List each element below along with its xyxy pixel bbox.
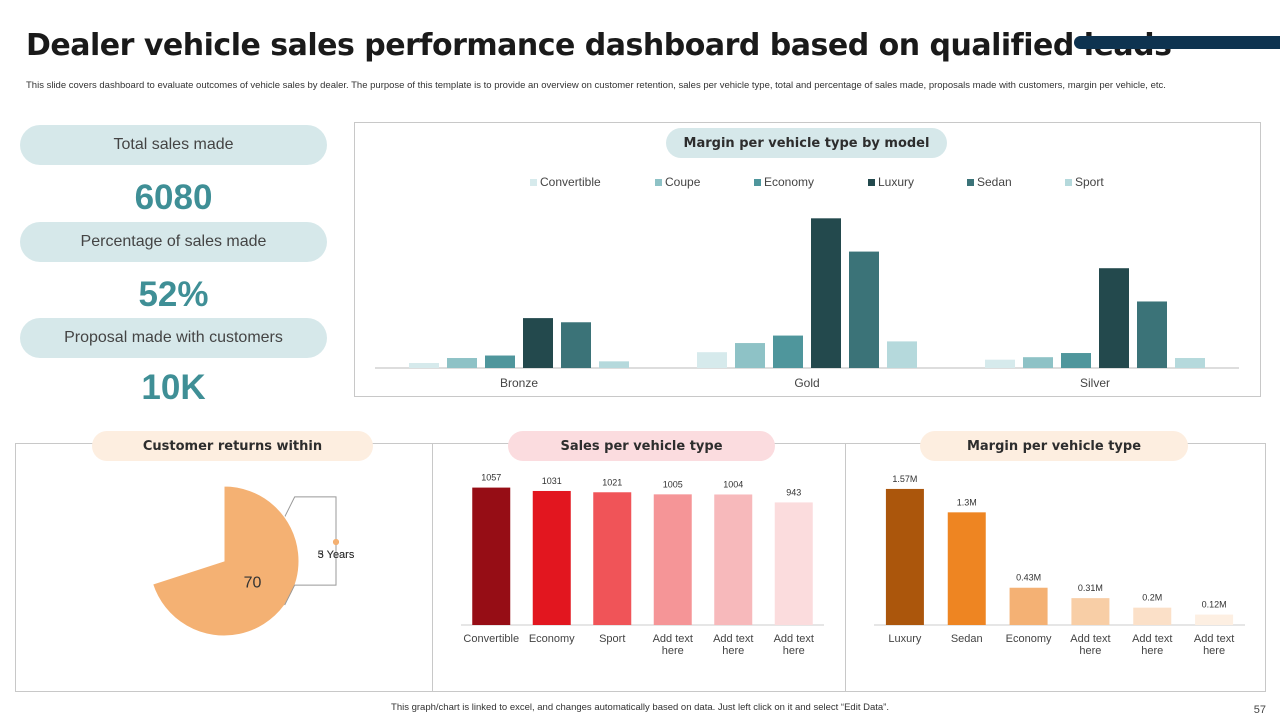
- panel-divider: [432, 443, 433, 692]
- bar-add-text-here-4: [1133, 607, 1172, 625]
- legend-swatch-coupe: [655, 179, 662, 186]
- legend-label-economy: Economy: [764, 175, 814, 189]
- bar-add-text-here-5: [1195, 614, 1234, 625]
- x-tick-label-add-text-here: Add text here: [1132, 633, 1172, 657]
- data-label: 0.2M: [1142, 593, 1162, 603]
- x-tick-label-gold: Gold: [794, 376, 819, 390]
- bar-bronze-luxury: [523, 318, 553, 368]
- legend-swatch-sedan: [967, 179, 974, 186]
- bar-gold-sport: [887, 341, 917, 368]
- bar-silver-coupe: [1023, 357, 1053, 368]
- page-number: 57: [1253, 704, 1266, 716]
- pie-leader-dot-5-years: [333, 539, 339, 545]
- margin-by-model-title: Margin per vehicle type by model: [666, 128, 947, 158]
- legend-swatch-sport: [1065, 179, 1072, 186]
- bar-add-text-here-4: [714, 494, 753, 625]
- x-tick-label-economy: Economy: [529, 633, 575, 645]
- bar-gold-coupe: [735, 343, 765, 368]
- bar-add-text-here-5: [774, 502, 813, 625]
- margin-by-model-chart[interactable]: Convertible Coupe Economy Luxury Sedan Sport B…: [355, 123, 1260, 396]
- bar-sedan-1: [947, 512, 986, 625]
- x-tick-label-sport: Sport: [599, 633, 625, 645]
- data-label: 1057: [481, 473, 501, 483]
- data-label: 0.31M: [1078, 583, 1103, 593]
- pie-slice-5-years: [152, 485, 300, 637]
- bar-sport-2: [593, 492, 632, 625]
- bar-gold-convertible: [697, 352, 727, 368]
- page-title: Dealer vehicle sales performance dashboa…: [26, 28, 1172, 63]
- pie-leader-line-5-years: [284, 542, 337, 606]
- legend-label-luxury: Luxury: [878, 175, 914, 189]
- legend-label-coupe: Coupe: [665, 175, 701, 189]
- legend-label-sedan: Sedan: [977, 175, 1012, 189]
- kpi-total-sales-value: 6080: [134, 178, 213, 217]
- data-label: 1005: [663, 479, 683, 489]
- pie-label-5-years: 5 Years: [318, 549, 355, 561]
- pie-value-5-years: 70: [244, 575, 262, 592]
- data-label: 1.3M: [957, 497, 977, 507]
- margin-by-model-panel[interactable]: Margin per vehicle type by model Convert…: [354, 122, 1261, 397]
- x-tick-label-sedan: Sedan: [951, 633, 983, 645]
- legend-swatch-economy: [754, 179, 761, 186]
- x-tick-label-add-text-here: Add text here: [1194, 633, 1234, 657]
- legend-label-sport: Sport: [1075, 175, 1104, 189]
- legend-label-convertible: Convertible: [540, 175, 601, 189]
- x-tick-label-add-text-here: Add text here: [1070, 633, 1110, 657]
- bar-silver-sport: [1175, 358, 1205, 368]
- sales-per-type-chart[interactable]: 1057 Convertible 1031 Economy 1021 Sport 1005 A…: [433, 445, 844, 690]
- title-accent-bar: [1074, 36, 1280, 49]
- bar-gold-economy: [773, 335, 803, 368]
- x-tick-label-add-text-here: Add text here: [774, 633, 814, 657]
- bar-bronze-sedan: [561, 322, 591, 368]
- bar-gold-sedan: [849, 251, 879, 368]
- page-subtitle: This slide covers dashboard to evaluate …: [26, 80, 1166, 91]
- bar-bronze-sport: [599, 361, 629, 368]
- pie-leader-line-3-years: [284, 496, 337, 542]
- bar-silver-luxury: [1099, 268, 1129, 368]
- data-label: 1.57M: [892, 474, 917, 484]
- bar-economy-2: [1009, 587, 1048, 625]
- x-tick-label-add-text-here: Add text here: [653, 633, 693, 657]
- kpi-proposals-label: Proposal made with customers: [20, 318, 327, 358]
- data-label: 1031: [542, 476, 562, 486]
- customer-returns-title: Customer returns within: [92, 431, 373, 461]
- bar-convertible-0: [472, 487, 511, 625]
- x-tick-label-add-text-here: Add text here: [713, 633, 753, 657]
- x-tick-label-convertible: Convertible: [463, 633, 519, 645]
- kpi-proposals-value: 10K: [141, 368, 206, 407]
- x-tick-label-bronze: Bronze: [500, 376, 538, 390]
- margin-per-type-title: Margin per vehicle type: [920, 431, 1188, 461]
- bar-add-text-here-3: [1071, 598, 1110, 625]
- panel-divider: [845, 443, 846, 692]
- bar-bronze-coupe: [447, 358, 477, 368]
- x-tick-label-luxury: Luxury: [888, 633, 922, 645]
- bar-gold-luxury: [811, 218, 841, 368]
- bar-bronze-convertible: [409, 363, 439, 368]
- legend-swatch-luxury: [868, 179, 875, 186]
- data-label: 0.43M: [1016, 573, 1041, 583]
- legend-swatch-convertible: [530, 179, 537, 186]
- sales-per-type-title: Sales per vehicle type: [508, 431, 775, 461]
- bar-add-text-here-3: [653, 494, 692, 625]
- data-label: 1021: [602, 477, 622, 487]
- bar-bronze-economy: [485, 355, 515, 368]
- x-tick-label-silver: Silver: [1080, 376, 1110, 390]
- bar-luxury-0: [885, 488, 924, 625]
- bar-economy-1: [532, 490, 571, 625]
- data-label: 943: [786, 487, 801, 497]
- kpi-total-sales-label: Total sales made: [20, 125, 327, 165]
- margin-per-type-chart[interactable]: 1.57M Luxury 1.3M Sedan 0.43M Economy 0.31M Add…: [846, 445, 1265, 690]
- kpi-percentage-sales-label: Percentage of sales made: [20, 222, 327, 262]
- bar-silver-convertible: [985, 359, 1015, 368]
- bar-silver-sedan: [1137, 301, 1167, 368]
- footer-note: This graph/chart is linked to excel, and…: [391, 702, 889, 713]
- data-label: 1004: [723, 479, 743, 489]
- data-label: 0.12M: [1202, 600, 1227, 610]
- kpi-percentage-sales-value: 52%: [138, 275, 209, 314]
- bar-silver-economy: [1061, 353, 1091, 368]
- x-tick-label-economy: Economy: [1006, 633, 1052, 645]
